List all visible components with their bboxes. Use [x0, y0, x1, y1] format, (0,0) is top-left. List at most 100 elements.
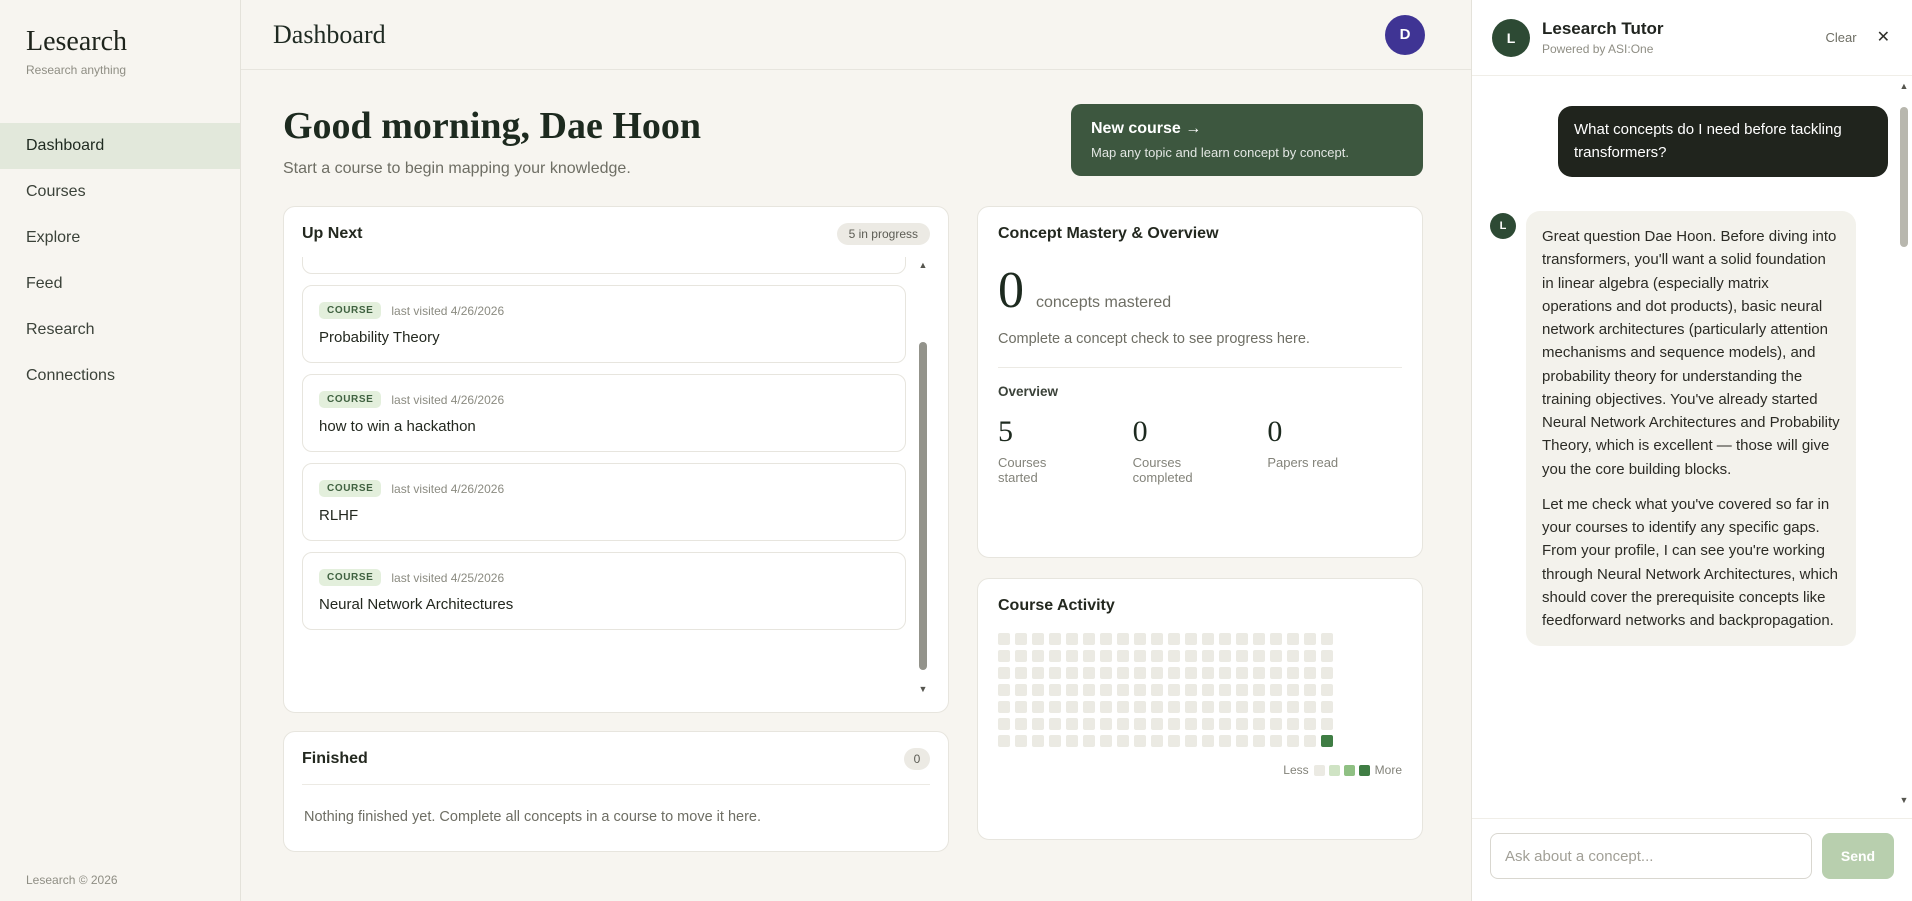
- heatmap-cell: [1202, 684, 1214, 696]
- close-icon[interactable]: ✕: [1876, 28, 1890, 46]
- stat-papers-read: 0 Papers read: [1267, 415, 1402, 485]
- heatmap-cell: [1134, 735, 1146, 747]
- heatmap-cell: [1049, 718, 1061, 730]
- sidebar-footer: Lesearch © 2026: [26, 873, 118, 887]
- up-next-list: how to impress judges COURSE last visite…: [302, 257, 930, 694]
- heatmap-cell: [1032, 667, 1044, 679]
- heatmap-cell: [1032, 650, 1044, 662]
- heatmap-cell: [1287, 650, 1299, 662]
- heatmap-cell: [1032, 701, 1044, 713]
- heatmap-cell: [1049, 633, 1061, 645]
- heatmap-cell: [1100, 718, 1112, 730]
- assistant-message-bubble: Great question Dae Hoon. Before diving i…: [1526, 211, 1856, 647]
- heatmap-cell: [1236, 667, 1248, 679]
- sidebar-item-research[interactable]: Research: [26, 321, 95, 338]
- heatmap-cell: [1151, 667, 1163, 679]
- last-visited-label: last visited 4/26/2026: [391, 303, 505, 318]
- sidebar-item-connections[interactable]: Connections: [26, 367, 115, 384]
- sidebar-nav: Dashboard Courses Explore Feed Research …: [0, 123, 240, 399]
- heatmap-cell: [1236, 701, 1248, 713]
- course-item[interactable]: COURSE last visited 4/26/2026 how to win…: [302, 374, 906, 452]
- chat-input[interactable]: [1490, 833, 1812, 879]
- main-area: Dashboard D Good morning, Dae Hoon Start…: [241, 0, 1471, 901]
- course-item[interactable]: how to impress judges: [302, 257, 906, 274]
- heatmap-cell: [1304, 650, 1316, 662]
- heatmap-cell: [1117, 667, 1129, 679]
- heatmap-cell: [1168, 633, 1180, 645]
- app-logo: Lesearch: [26, 26, 128, 57]
- main-header: Dashboard D: [241, 0, 1471, 70]
- chat-scrollbar[interactable]: ▲ ▼: [1898, 82, 1910, 805]
- heatmap-cell: [1066, 650, 1078, 662]
- stat-label: Papers read: [1267, 455, 1339, 470]
- heatmap-cell: [1304, 667, 1316, 679]
- course-item-meta: COURSE last visited 4/26/2026: [319, 302, 889, 319]
- heatmap-cell: [1100, 650, 1112, 662]
- clear-chat-button[interactable]: Clear: [1825, 30, 1857, 45]
- user-avatar[interactable]: D: [1385, 14, 1425, 55]
- heatmap-cell: [1066, 718, 1078, 730]
- sidebar-item-courses[interactable]: Courses: [26, 183, 86, 200]
- heatmap-cell: [1202, 735, 1214, 747]
- sidebar-item-feed[interactable]: Feed: [26, 275, 63, 292]
- scroll-down-icon[interactable]: ▼: [1899, 795, 1909, 805]
- greeting-block: Good morning, Dae Hoon Start a course to…: [283, 104, 701, 178]
- heatmap-cell: [1270, 701, 1282, 713]
- course-item[interactable]: COURSE last visited 4/26/2026 Probabilit…: [302, 285, 906, 363]
- heatmap-cell: [1083, 667, 1095, 679]
- course-item[interactable]: COURSE last visited 4/26/2026 RLHF: [302, 463, 906, 541]
- course-item-meta: COURSE last visited 4/26/2026: [319, 391, 889, 408]
- send-button[interactable]: Send: [1822, 833, 1894, 879]
- heatmap-cell: [1100, 667, 1112, 679]
- activity-title: Course Activity: [998, 597, 1115, 614]
- heatmap-cell: [1066, 701, 1078, 713]
- course-item[interactable]: COURSE last visited 4/25/2026 Neural Net…: [302, 552, 906, 630]
- heatmap-cell: [1117, 633, 1129, 645]
- scroll-down-icon[interactable]: ▼: [918, 684, 928, 694]
- heatmap-cell: [998, 633, 1010, 645]
- stat-value: 0: [1132, 415, 1148, 448]
- assistant-message-row: L Great question Dae Hoon. Before diving…: [1490, 211, 1888, 647]
- heatmap-cell: [1032, 735, 1044, 747]
- sidebar-item-dashboard[interactable]: Dashboard: [0, 123, 240, 169]
- scrollbar-track[interactable]: [1900, 91, 1908, 796]
- course-activity-card: Course Activity Less More: [977, 578, 1423, 840]
- heatmap-cell: [1168, 667, 1180, 679]
- course-type-badge: COURSE: [319, 480, 382, 497]
- heatmap-cell: [1083, 735, 1095, 747]
- heatmap-cell: [1202, 633, 1214, 645]
- new-course-button[interactable]: New course → Map any topic and learn con…: [1071, 104, 1423, 176]
- heatmap-cell: [1117, 650, 1129, 662]
- scroll-up-icon[interactable]: ▲: [918, 260, 928, 270]
- scrollbar-thumb[interactable]: [919, 342, 927, 670]
- sidebar-item-explore[interactable]: Explore: [26, 229, 81, 246]
- heatmap-cell: [1185, 667, 1197, 679]
- heatmap-cell: [1100, 735, 1112, 747]
- new-course-subtitle: Map any topic and learn concept by conce…: [1091, 145, 1349, 160]
- stat-value: 0: [1267, 415, 1283, 448]
- heatmap-cell: [1134, 701, 1146, 713]
- heatmap-cell: [1304, 684, 1316, 696]
- heatmap-cell: [1134, 633, 1146, 645]
- heatmap-cell: [1270, 667, 1282, 679]
- heatmap-cell: [1236, 633, 1248, 645]
- heatmap-cell: [1168, 701, 1180, 713]
- heatmap-cell: [1066, 684, 1078, 696]
- heatmap-cell: [1032, 718, 1044, 730]
- heatmap-cell: [1270, 650, 1282, 662]
- scrollbar-track[interactable]: [919, 270, 927, 685]
- heatmap-cell: [1083, 718, 1095, 730]
- overview-label: Overview: [998, 384, 1059, 399]
- stat-value: 5: [998, 415, 1013, 448]
- chat-header-text: Lesearch Tutor Powered by ASI:One: [1542, 19, 1664, 56]
- scrollbar-thumb[interactable]: [1900, 107, 1908, 247]
- stat-courses-started: 5 Courses started: [998, 415, 1133, 485]
- scroll-up-icon[interactable]: ▲: [1899, 81, 1909, 91]
- greeting-row: Good morning, Dae Hoon Start a course to…: [283, 104, 1423, 178]
- heatmap-cell: [1049, 667, 1061, 679]
- greeting-subtitle: Start a course to begin mapping your kno…: [283, 160, 631, 177]
- course-item-meta: COURSE last visited 4/25/2026: [319, 569, 889, 586]
- chat-messages: What concepts do I need before tackling …: [1472, 76, 1912, 818]
- up-next-scrollbar[interactable]: ▲ ▼: [916, 261, 930, 694]
- heatmap-cell: [1168, 718, 1180, 730]
